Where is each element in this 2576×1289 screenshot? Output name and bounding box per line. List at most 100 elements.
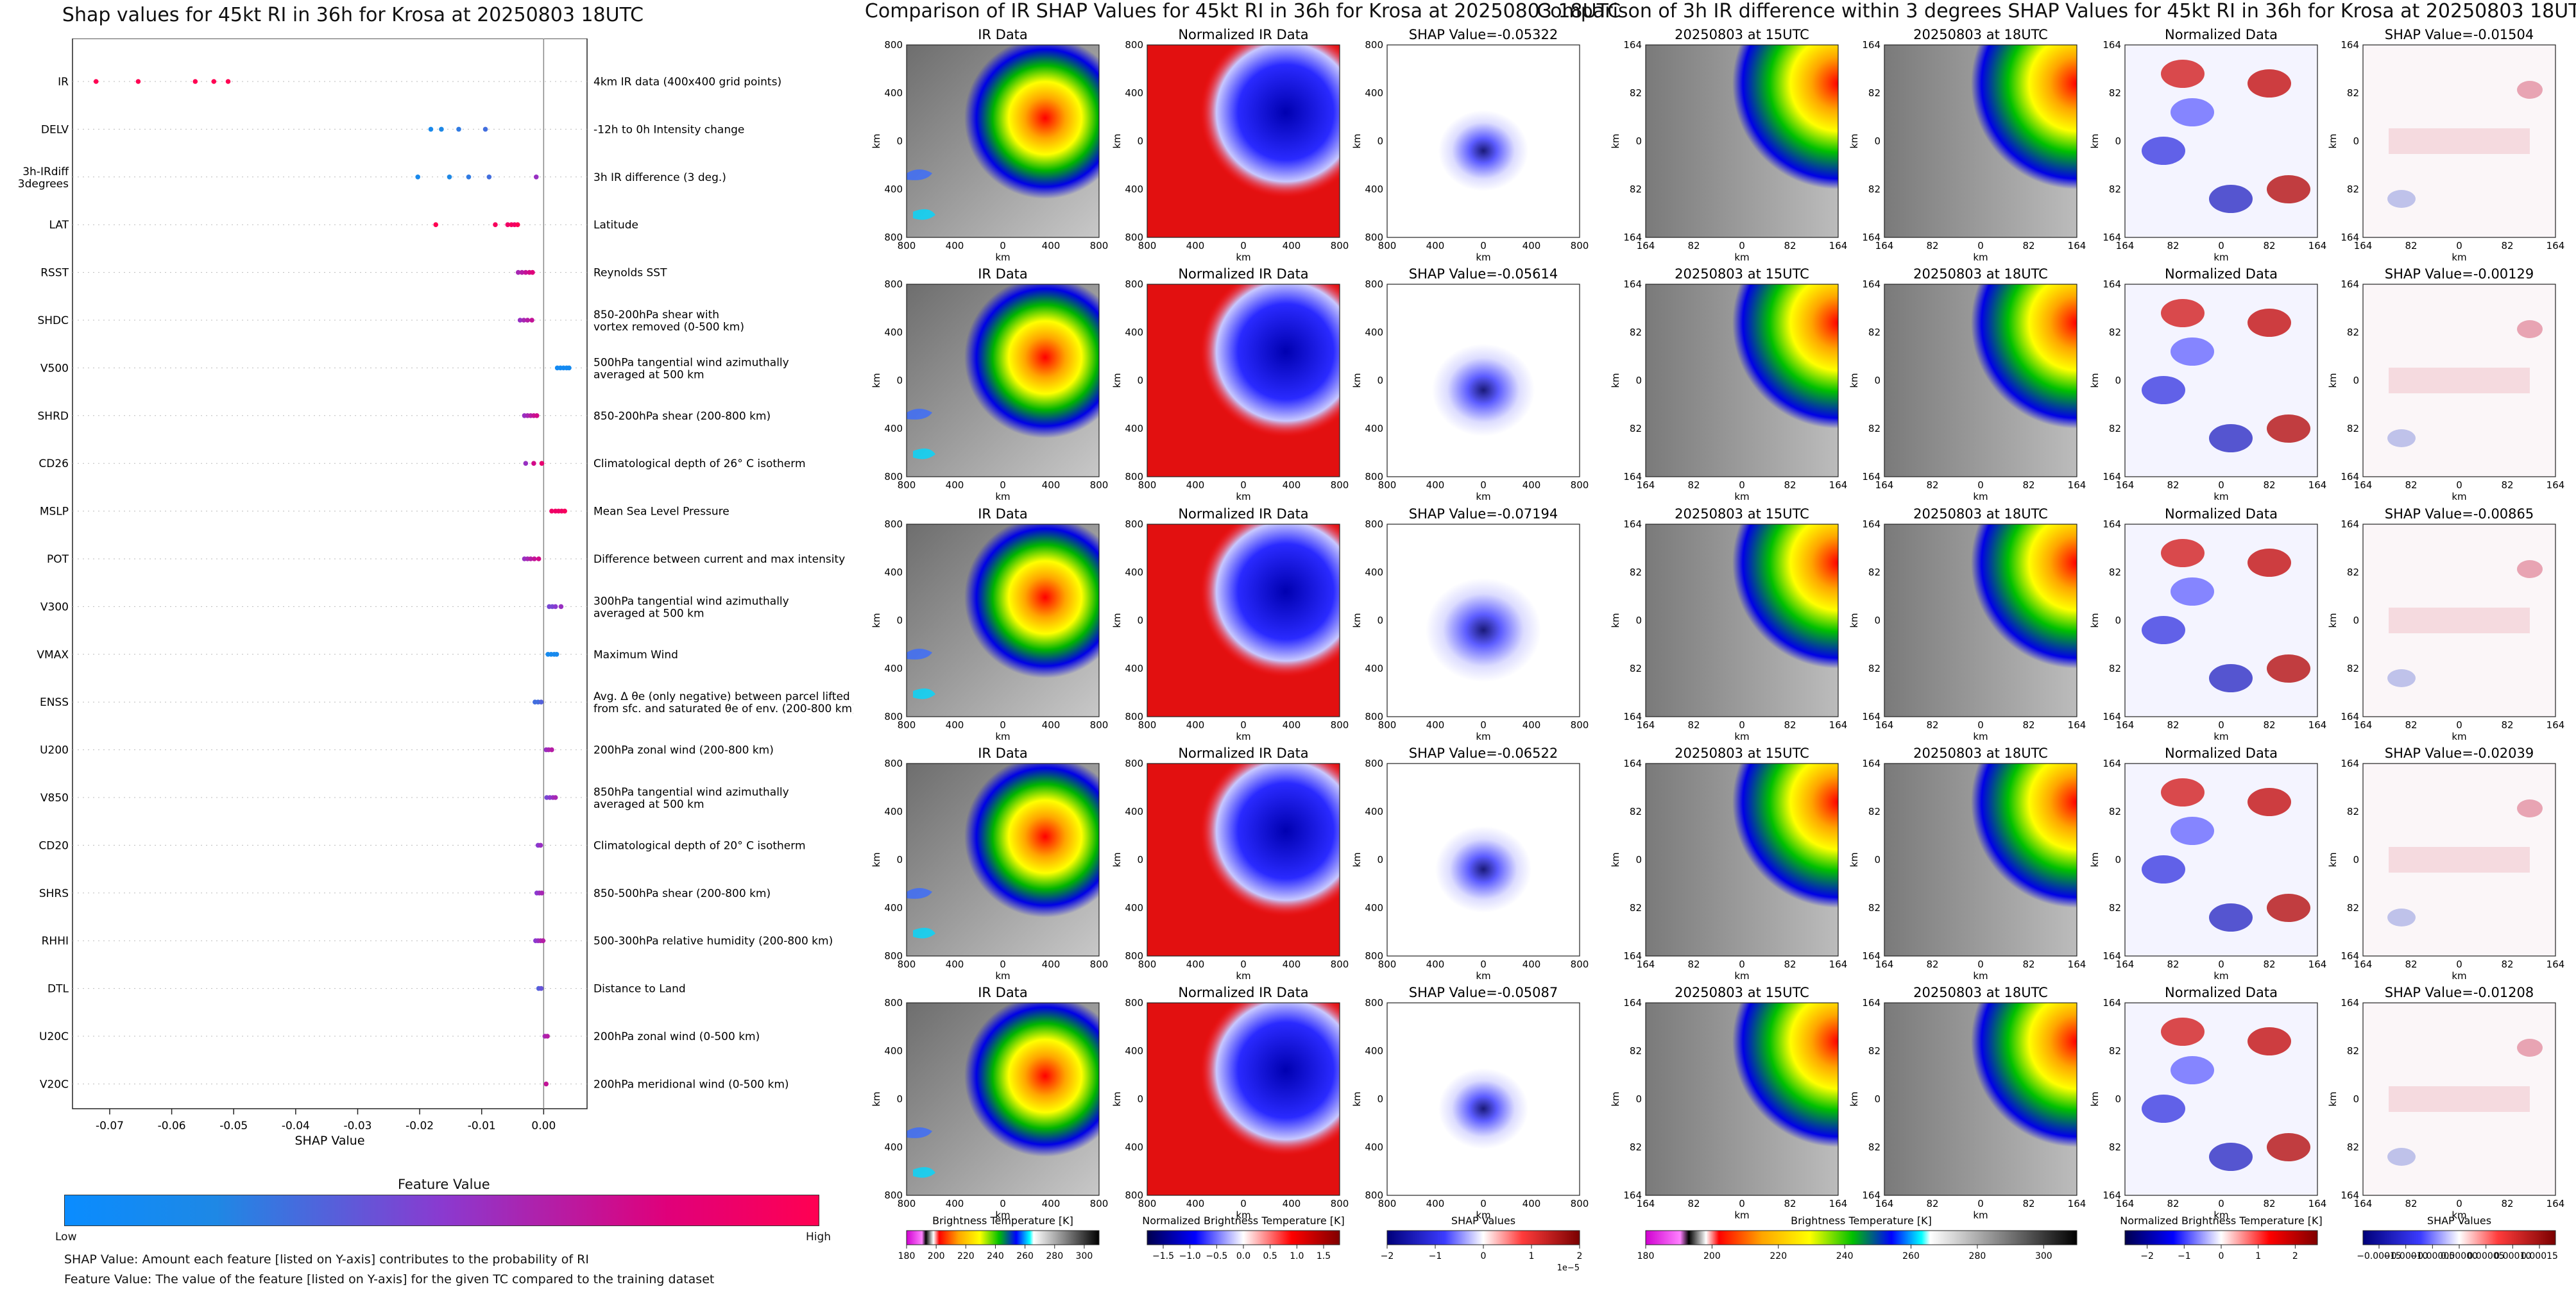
diff-shap-blob [2387,909,2416,926]
ir-data-xtick: 0 [1000,719,1006,731]
shap-point [211,79,217,84]
diff-norm-blob [2161,539,2205,567]
feature-description: Climatological depth of 20° C isotherm [593,839,806,852]
diff-bt-colorbar-ticklabel: 260 [1902,1251,1920,1261]
ir-data-ytick: 400 [884,327,903,338]
diff-shap-xtick: 82 [2501,719,2513,731]
diff-time-ylabel: km [1848,852,1860,867]
diff-shap-ytick: 82 [2347,902,2359,914]
diff-time-ytick: 164 [1623,518,1642,530]
feature-description: 850hPa tangential wind azimuthally averag… [593,786,789,811]
shap-ir-frame [1386,44,1580,238]
diff-time-frame [1645,44,1839,238]
shap-point [456,126,461,132]
ir-data-xtick: 0 [1000,1198,1006,1209]
diff-time-xlabel: km [1973,252,1988,263]
ir-data-ytick: 400 [884,663,903,674]
diff-shap-ytick: 82 [2347,1045,2359,1057]
feature-label: RHHI [42,935,69,948]
diff-norm-ytick: 82 [2109,806,2121,817]
diff-norm-blob [2209,903,2253,932]
shap-ir-xtick: 400 [1523,479,1541,491]
x-tick-label: -0.03 [343,1120,371,1132]
x-tick-label: -0.05 [219,1120,248,1132]
diff-time-ytick: 82 [1868,423,1881,434]
shap-ir-ytick: 0 [1377,375,1383,386]
diff-storm-overlay [1646,284,1838,477]
shap-point [539,891,545,896]
diff-time-ylabel: km [1848,1091,1860,1106]
ir-data-xtick: 800 [898,1198,916,1209]
shap-ir-xtick: 400 [1426,479,1445,491]
feature-label: U200 [40,744,69,757]
shap-ir-ytick: 400 [1365,423,1383,434]
ir-cloud-patch [913,928,935,939]
diff-time-xtick: 82 [1784,1198,1796,1209]
shap-point [538,699,544,704]
diff-time-xtick: 164 [2068,1198,2086,1209]
diff-norm-ytick: 164 [2103,518,2121,530]
norm-ir-xtick: 0 [1240,479,1247,491]
diff-bt-colorbar-ticklabel: 280 [1969,1251,1986,1261]
diff-time-ytick: 164 [1862,471,1881,482]
norm-ir-xtick: 800 [1138,240,1157,252]
diff-shap-frame [2362,1002,2556,1196]
diff-shap-title: SHAP Value=-0.01504 [2385,27,2534,42]
norm-ir-overlay [1147,284,1340,477]
ir-cloud-patch [907,169,932,180]
diff-norm-xtick: 164 [2116,240,2135,252]
diff-time-ylabel: km [1848,613,1860,627]
diff-norm-ytick: 82 [2109,1141,2121,1153]
diff-norm-blob [2142,1095,2185,1123]
norm-ir-xtick: 800 [1138,959,1157,970]
diff-time-xtick: 82 [2022,1198,2034,1209]
diff-norm-ytick: 164 [2103,711,2121,722]
shap-point [515,269,521,275]
shap-point [552,795,558,800]
feature-description: 200hPa zonal wind (200-800 km) [593,744,774,757]
diff-shap-colorbar-ticklabel: 0.00010 [2494,1251,2531,1261]
shap-ir-xtick: 400 [1523,959,1541,970]
shap-ir-ytick: 800 [1365,1190,1383,1201]
shap-point [523,461,529,466]
diff-norm-ytick: 82 [2109,1045,2121,1057]
shap-point [525,318,531,323]
diff-norm-blob [2209,664,2253,692]
norm-ir-xlabel: km [1236,491,1250,502]
feature-description: 4km IR data (400x400 grid points) [593,76,781,89]
diff-time-xtick: 0 [1739,719,1745,731]
diff-time-xtick: 82 [1784,959,1796,970]
diff-norm-ytick: 82 [2109,184,2121,195]
diff-shap-ytick: 164 [2341,518,2359,530]
shap-point [428,126,434,132]
ir-storm-overlay [907,764,1099,956]
norm-ir-title: Normalized IR Data [1178,746,1308,761]
diff-shap-xtick: 0 [2456,719,2462,731]
diff-time-ytick: 82 [1868,184,1881,195]
ir-cloud-patch [907,409,932,420]
ir-data-ytick: 0 [896,135,903,147]
diff-storm-overlay [1646,1003,1838,1195]
shap-ir-xlabel: km [1476,970,1490,982]
diff-shap-xtick: 82 [2405,479,2417,491]
diff-time-ytick: 82 [1630,663,1642,674]
diff-time-xtick: 164 [1875,719,1894,731]
diff-norm-xtick: 164 [2116,479,2135,491]
diff-time-xtick: 0 [1977,240,1984,252]
feature-label: LAT [49,219,69,232]
diff-time-ytick: 0 [1635,1093,1642,1105]
diff-time-ylabel: km [1610,852,1621,867]
ir-cloud-patch [913,688,935,699]
diff-shap-ytick: 82 [2347,87,2359,99]
norm-ir-ytick: 400 [1125,663,1143,674]
diff-norm-blob [2142,616,2185,644]
ir-data-ytick: 800 [884,1190,903,1201]
ir-data-ytick: 800 [884,471,903,482]
diff-shap-ytick: 82 [2347,327,2359,338]
diff-norm-frame [2124,284,2318,477]
diff-time-xtick: 82 [2022,719,2034,731]
diff-norm-blob [2171,1056,2214,1084]
diff-norm-ytick: 164 [2103,758,2121,769]
shap-ir-ytick: 800 [1365,758,1383,769]
diff-norm-blob [2267,654,2310,683]
